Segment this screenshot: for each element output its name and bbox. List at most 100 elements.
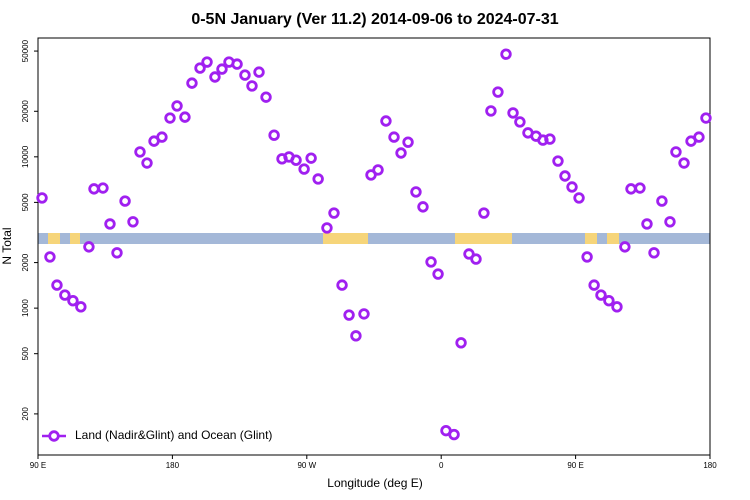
data-point <box>507 107 519 119</box>
data-point <box>51 279 63 291</box>
legend-marker <box>48 430 60 442</box>
data-point <box>544 133 556 145</box>
data-point <box>209 71 221 83</box>
data-point <box>455 337 467 349</box>
data-point <box>485 105 497 117</box>
data-point <box>595 289 607 301</box>
data-point <box>156 131 168 143</box>
data-point <box>239 69 251 81</box>
data-point <box>448 428 460 441</box>
y-tick-label: 50000 <box>21 39 30 62</box>
data-point <box>700 112 712 124</box>
data-point <box>134 146 146 158</box>
data-point <box>463 248 475 260</box>
data-point <box>603 294 615 307</box>
data-point <box>290 154 302 166</box>
data-point <box>36 192 48 204</box>
x-tick-label: 0 <box>439 461 444 470</box>
x-tick-label: 90 E <box>30 461 46 470</box>
data-point <box>231 58 243 70</box>
data-point <box>268 129 280 141</box>
data-point <box>298 163 310 175</box>
data-point <box>417 201 429 213</box>
y-tick-label: 2000 <box>21 253 30 271</box>
data-point <box>372 164 384 176</box>
x-axis-label: Longitude (deg E) <box>327 476 422 490</box>
data-point <box>358 308 370 320</box>
data-point <box>619 241 631 253</box>
data-point <box>119 195 131 207</box>
y-tick-label: 1000 <box>21 299 30 317</box>
data-point <box>552 155 564 167</box>
data-point <box>537 134 549 146</box>
data-point <box>656 195 668 207</box>
data-point <box>343 309 355 321</box>
y-tick-label: 5000 <box>21 193 30 211</box>
data-point <box>380 115 392 127</box>
data-point <box>478 207 490 219</box>
data-point <box>321 222 333 234</box>
data-point <box>470 253 482 265</box>
data-point <box>88 183 100 195</box>
data-point <box>678 157 690 169</box>
data-point <box>581 251 593 263</box>
data-point <box>312 173 324 185</box>
x-tick-label: 90 E <box>567 461 583 470</box>
data-point <box>216 63 228 75</box>
data-point <box>253 66 265 78</box>
data-point <box>59 289 71 301</box>
data-point <box>611 301 623 313</box>
data-point <box>141 157 153 169</box>
y-axis-label: N Total <box>0 227 14 264</box>
data-point <box>97 182 109 194</box>
data-point <box>104 218 116 230</box>
data-point <box>573 192 585 204</box>
data-point <box>179 111 191 123</box>
data-point <box>67 294 79 307</box>
data-point <box>432 268 444 280</box>
y-tick-label: 500 <box>21 346 30 360</box>
data-point <box>336 279 348 291</box>
data-point <box>402 136 414 148</box>
y-tick-label: 20000 <box>21 100 30 123</box>
x-tick-label: 180 <box>703 461 717 470</box>
data-point <box>388 131 400 143</box>
data-point <box>111 247 123 259</box>
y-tick-label: 10000 <box>21 145 30 168</box>
plot-frame <box>37 37 711 456</box>
data-point <box>648 247 660 259</box>
data-point <box>425 256 437 268</box>
data-point <box>171 100 183 112</box>
data-point <box>634 182 646 194</box>
data-point <box>492 86 504 98</box>
x-tick-label: 90 W <box>297 461 316 470</box>
data-point <box>670 146 682 158</box>
data-point <box>75 301 87 313</box>
data-point <box>395 147 407 159</box>
data-point <box>350 330 362 342</box>
data-point <box>641 218 653 230</box>
data-point <box>566 181 578 193</box>
data-point <box>164 112 176 124</box>
data-point <box>559 170 571 182</box>
data-point <box>201 56 213 68</box>
legend-label: Land (Nadir&Glint) and Ocean (Glint) <box>75 428 272 442</box>
surface-mask-strip <box>38 233 710 244</box>
x-tick-label: 180 <box>166 461 180 470</box>
data-point <box>693 131 705 143</box>
data-point <box>514 116 526 128</box>
data-point <box>260 91 272 103</box>
data-point <box>194 62 206 74</box>
data-point <box>410 186 422 198</box>
data-point <box>625 183 637 195</box>
data-point <box>664 216 676 228</box>
data-point <box>44 251 56 263</box>
data-point <box>246 80 258 92</box>
data-point <box>328 207 340 219</box>
data-point <box>305 152 317 164</box>
data-point <box>500 48 512 60</box>
data-point <box>186 77 198 89</box>
data-point <box>588 279 600 291</box>
chart-title: 0-5N January (Ver 11.2) 2014-09-06 to 20… <box>191 11 558 28</box>
